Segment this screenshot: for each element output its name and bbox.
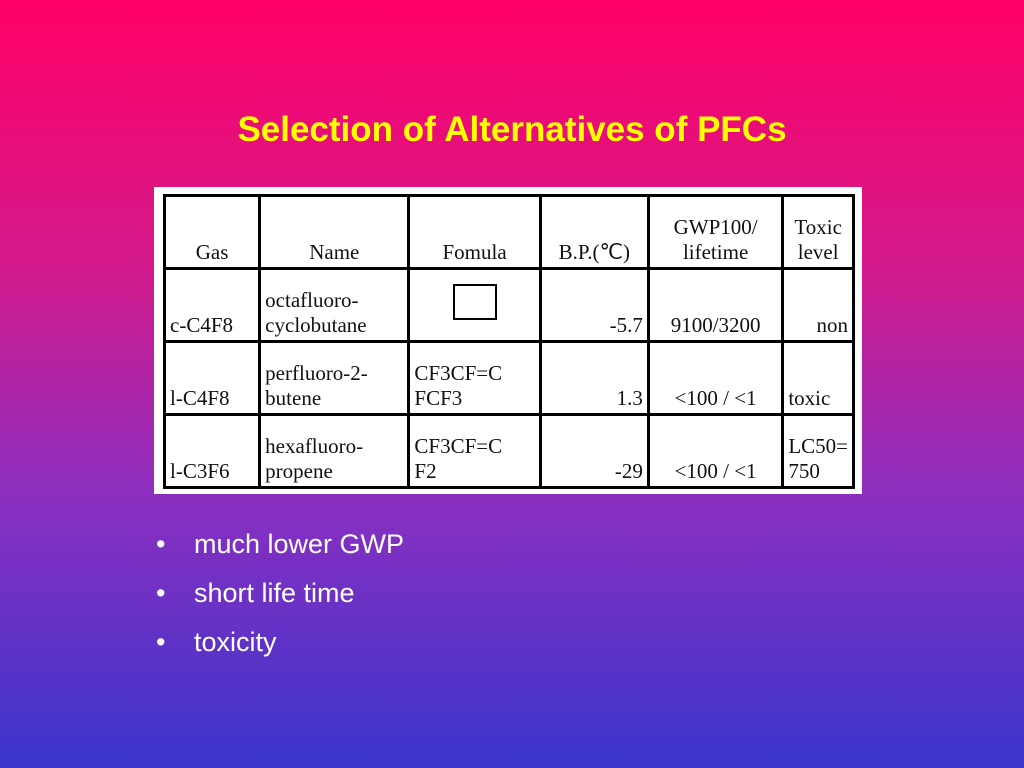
- bullet-list: • much lower GWP • short life time • tox…: [156, 520, 404, 667]
- cell-boiling-point: -5.7: [538, 267, 650, 343]
- cell-toxic: non: [781, 267, 855, 343]
- header-toxic-line2: level: [797, 239, 839, 264]
- bullet-item: • much lower GWP: [156, 520, 404, 569]
- cell-name-line1: octafluoro-: [265, 287, 359, 312]
- header-boiling-point: B.P.(℃): [538, 194, 650, 270]
- header-gwp-line1: GWP100/: [673, 214, 758, 239]
- header-gwp-line2: lifetime: [682, 239, 749, 264]
- formula-placeholder-box: [452, 283, 497, 320]
- table-image: Gas Name Fomula B.P.(℃) GWP100/ lifetime…: [154, 187, 862, 494]
- bullet-item: • short life time: [156, 569, 404, 618]
- bullet-text: toxicity: [194, 627, 277, 657]
- cell-name: perfluoro-2- butene: [258, 340, 411, 416]
- cell-formula-line1: CF3CF=C: [414, 360, 503, 385]
- bullet-marker: •: [156, 529, 166, 559]
- cell-name-line2: propene: [265, 458, 333, 483]
- cell-name: octafluoro- cyclobutane: [258, 267, 411, 343]
- header-gwp: GWP100/ lifetime: [646, 194, 785, 270]
- cell-toxic: toxic: [781, 340, 855, 416]
- cell-toxic-line2: 750: [788, 458, 820, 483]
- cell-gas: l-C4F8: [162, 340, 262, 416]
- cell-formula: CF3CF=C F2: [407, 413, 542, 489]
- bullet-text: much lower GWP: [194, 529, 405, 559]
- header-name: Name: [258, 194, 411, 270]
- table-row: l-C4F8 perfluoro-2- butene CF3CF=C FCF3 …: [162, 340, 855, 416]
- slide-title: Selection of Alternatives of PFCs: [237, 110, 787, 149]
- header-toxic: Toxic level: [781, 194, 855, 270]
- bullet-marker: •: [156, 627, 166, 657]
- cell-gas: c-C4F8: [162, 267, 262, 343]
- cell-toxic-line1: LC50=: [788, 433, 848, 458]
- cell-gwp: 9100/3200: [646, 267, 785, 343]
- table-row: l-C3F6 hexafluoro- propene CF3CF=C F2 -2…: [162, 413, 855, 489]
- pfc-alternatives-table: Gas Name Fomula B.P.(℃) GWP100/ lifetime…: [162, 194, 855, 489]
- cell-name-line1: perfluoro-2-: [265, 360, 368, 385]
- table-header-row: Gas Name Fomula B.P.(℃) GWP100/ lifetime…: [162, 194, 855, 270]
- header-gas: Gas: [162, 194, 262, 270]
- cell-boiling-point: -29: [538, 413, 650, 489]
- cell-formula-line1: CF3CF=C: [414, 433, 503, 458]
- cell-gas: l-C3F6: [162, 413, 262, 489]
- cell-formula-line2: FCF3: [414, 385, 463, 410]
- cell-boiling-point: 1.3: [538, 340, 650, 416]
- cell-gwp: <100 / <1: [646, 413, 785, 489]
- bullet-marker: •: [156, 578, 166, 608]
- cell-name: hexafluoro- propene: [258, 413, 411, 489]
- bullet-text: short life time: [194, 578, 355, 608]
- header-formula: Fomula: [407, 194, 542, 270]
- cell-name-line1: hexafluoro-: [265, 433, 364, 458]
- cell-gwp: <100 / <1: [646, 340, 785, 416]
- bullet-item: • toxicity: [156, 618, 404, 667]
- cell-toxic: LC50= 750: [781, 413, 855, 489]
- cell-name-line2: cyclobutane: [265, 312, 367, 337]
- cell-formula-line2: F2: [414, 458, 437, 483]
- header-toxic-line1: Toxic: [794, 214, 842, 239]
- cell-name-line2: butene: [265, 385, 322, 410]
- cell-formula: [407, 267, 542, 343]
- table-row: c-C4F8 octafluoro- cyclobutane -5.7 9100…: [162, 267, 855, 343]
- cell-formula: CF3CF=C FCF3: [407, 340, 542, 416]
